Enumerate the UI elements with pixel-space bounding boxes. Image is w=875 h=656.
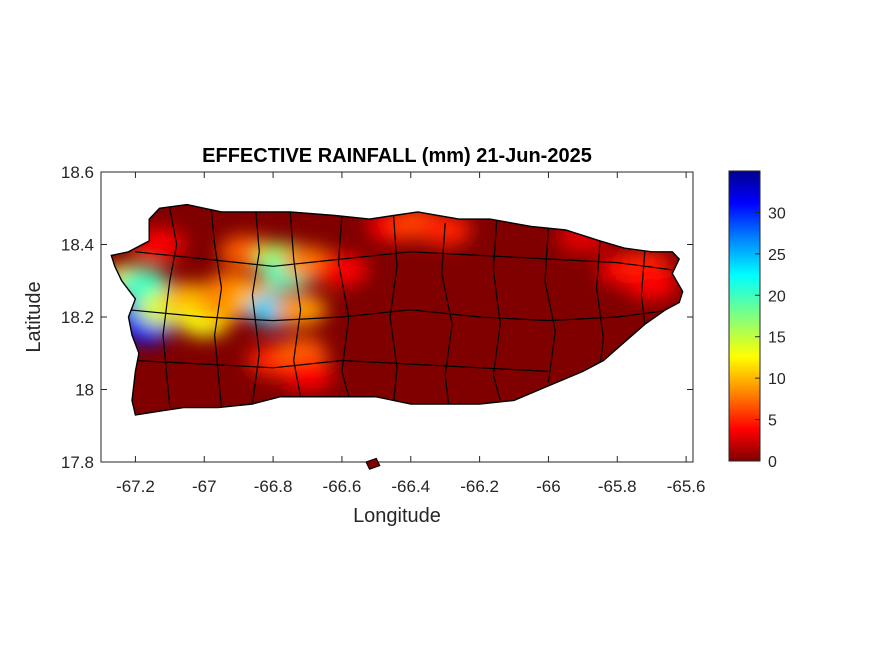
x-tick-label: -66.6 — [323, 477, 362, 496]
y-tick-label: 18.4 — [61, 236, 94, 255]
colorbar-tick-label: 30 — [768, 205, 786, 222]
municipality-boundary — [441, 222, 453, 405]
y-axis-title: Latitude — [23, 281, 45, 352]
y-tick-label: 18.2 — [61, 308, 94, 327]
y-tick-label: 17.8 — [61, 453, 94, 472]
municipality-boundary — [162, 208, 178, 408]
colorbar-tick-label: 10 — [768, 371, 786, 388]
x-tick-label: -65.8 — [598, 477, 637, 496]
municipality-boundary — [210, 208, 223, 408]
municipality-boundary — [337, 215, 350, 397]
municipality-boundary — [289, 211, 302, 397]
colorbar-tick-label: 15 — [768, 330, 786, 347]
rainfall-map — [110, 203, 684, 470]
colorbar: 0 5 10 15 20 25 30 — [728, 170, 786, 471]
municipality-boundary — [135, 251, 673, 271]
municipality-boundary — [389, 215, 398, 405]
x-tick-label: -67.2 — [116, 477, 155, 496]
y-tick-label: 18.6 — [61, 163, 94, 182]
rainfall-cell — [315, 253, 368, 286]
municipality-boundary — [595, 240, 605, 365]
colorbar-tick-label: 5 — [768, 413, 777, 430]
x-tick-label: -67 — [192, 477, 217, 496]
coastline — [110, 203, 684, 416]
x-axis-title: Longitude — [353, 505, 441, 527]
colorbar-tick-label: 20 — [768, 288, 786, 305]
municipality-boundaries — [128, 208, 673, 408]
x-tick-label: -66.2 — [460, 477, 499, 496]
rainfall-cell — [625, 268, 678, 301]
colorbar-tick-label: 0 — [768, 454, 777, 471]
colorbar-ticks: 0 5 10 15 20 25 30 — [755, 205, 786, 471]
y-tick-label: 18 — [75, 381, 94, 400]
x-tick-label: -66.4 — [391, 477, 430, 496]
municipality-boundary — [128, 309, 673, 322]
plot-title: EFFECTIVE RAINFALL (mm) 21-Jun-2025 — [202, 145, 592, 167]
small-island — [365, 457, 381, 470]
municipality-boundary — [135, 359, 549, 372]
y-axis: 17.8 18 18.2 18.4 18.6 — [61, 163, 693, 472]
x-tick-label: -65.6 — [667, 477, 706, 496]
x-tick-label: -66.8 — [254, 477, 293, 496]
colorbar-tick-label: 25 — [768, 247, 786, 264]
municipality-boundary — [492, 219, 501, 401]
municipality-boundary — [251, 211, 260, 405]
municipality-boundary — [544, 226, 556, 383]
x-tick-label: -66 — [536, 477, 561, 496]
colorbar-gradient — [728, 170, 761, 462]
x-axis: -67.2 -67 -66.8 -66.6 -66.4 -66.2 -66 -65.8 -65.… — [116, 172, 705, 496]
